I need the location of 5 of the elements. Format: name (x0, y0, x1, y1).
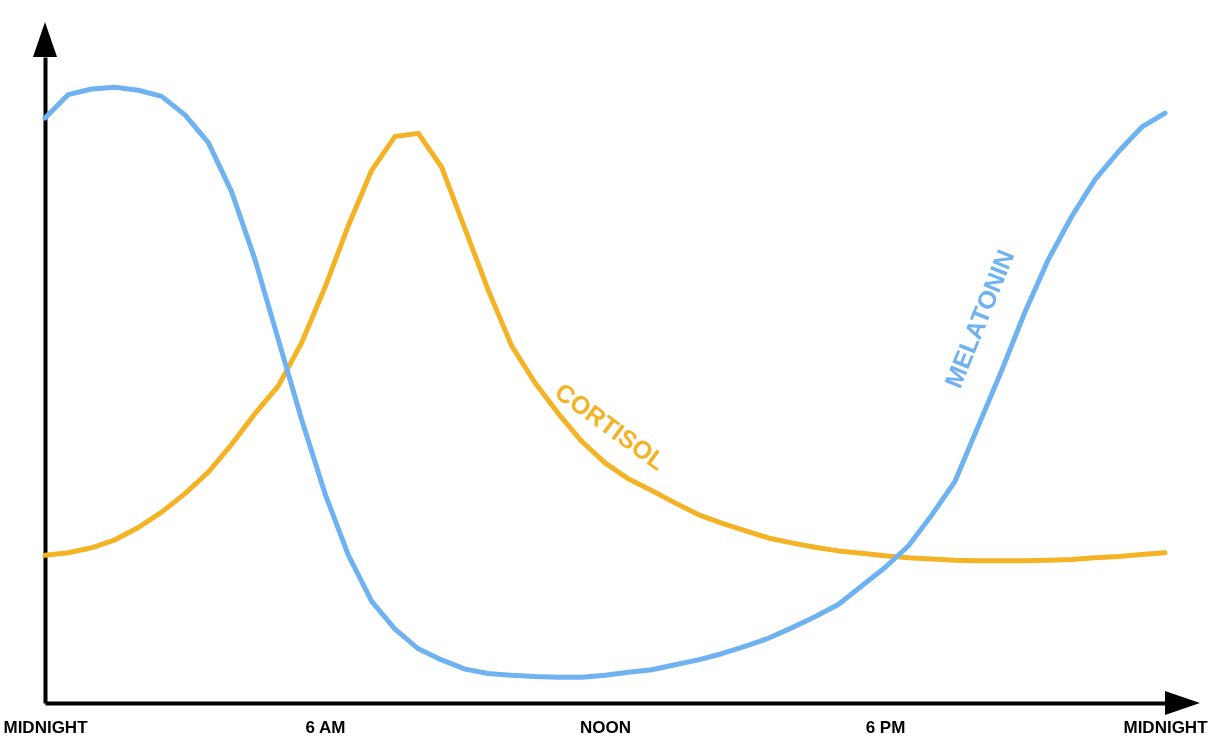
x-tick-label: 6 PM (865, 717, 906, 737)
x-tick-label: MIDNIGHT (3, 717, 89, 737)
x-tick-label: 6 AM (305, 717, 346, 737)
x-tick-label: NOON (580, 717, 631, 737)
x-tick-label: MIDNIGHT (1123, 717, 1209, 737)
